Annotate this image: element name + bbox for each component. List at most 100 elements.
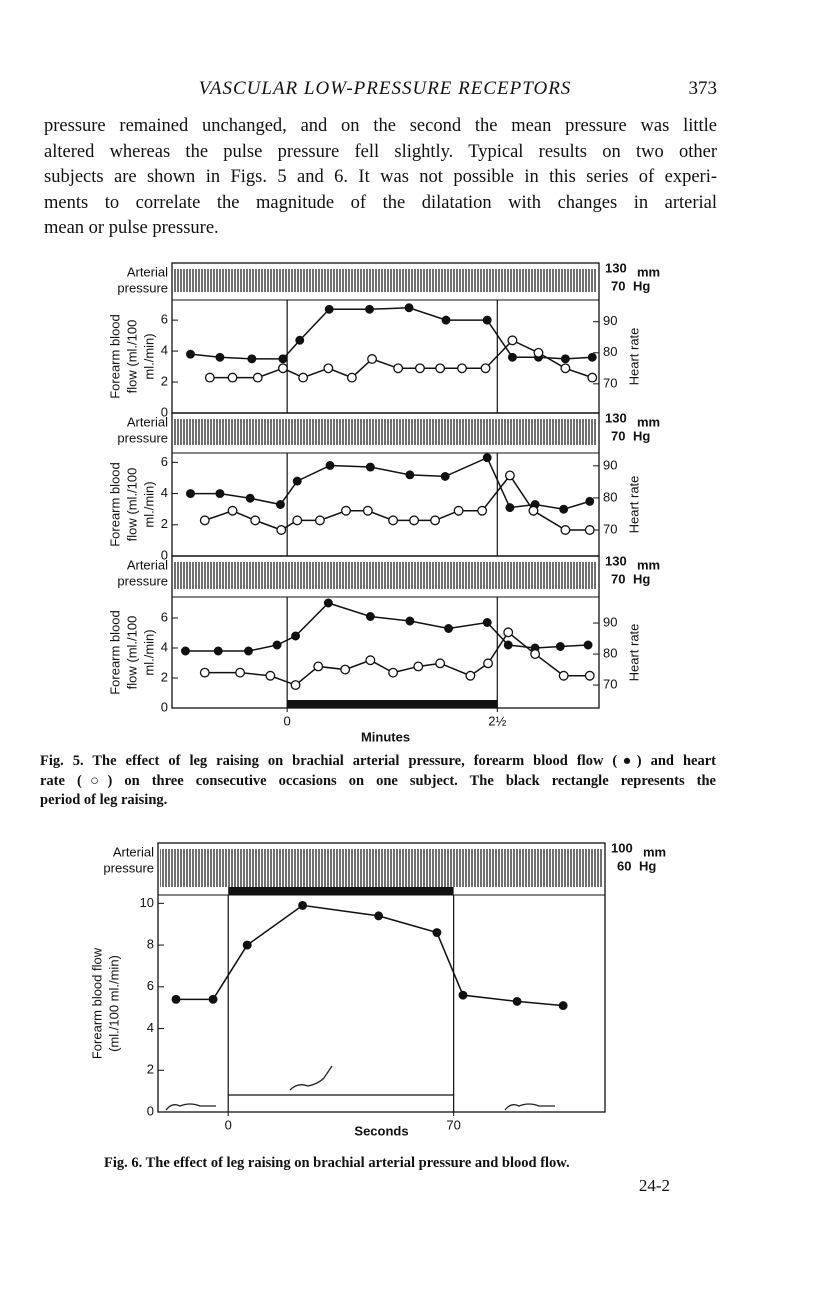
y-axis-label: Forearm blood xyxy=(107,314,122,399)
heart-rate-point xyxy=(313,661,324,672)
heart-rate-point xyxy=(323,363,334,374)
flow-point xyxy=(275,500,285,509)
heart-rate-point xyxy=(252,372,263,383)
y-tick-label: 2 xyxy=(161,669,168,684)
flow-point xyxy=(482,315,492,325)
heart-rate-point xyxy=(362,505,373,516)
y-tick-label: 6 xyxy=(161,609,168,624)
y-axis-label: Forearm blood flow xyxy=(89,947,104,1059)
pressure-unit: mm xyxy=(637,264,660,279)
heart-rate-point xyxy=(483,658,493,669)
flow-point xyxy=(503,640,513,650)
pressure-label: pressure xyxy=(117,573,168,588)
x-tick-label: 0 xyxy=(225,1117,232,1132)
period-bar xyxy=(287,700,498,708)
y2-tick-label: 70 xyxy=(603,521,617,536)
heart-rate-point xyxy=(477,505,488,516)
pressure-label: pressure xyxy=(103,860,154,875)
heart-rate-point xyxy=(341,505,351,516)
y2-tick-label: 80 xyxy=(603,645,617,660)
heart-rate-point xyxy=(584,670,595,681)
heart-rate-point xyxy=(430,515,441,526)
pressure-label: pressure xyxy=(117,430,168,445)
flow-point xyxy=(365,612,375,621)
y-tick-label: 4 xyxy=(161,639,168,654)
pressure-label: pressure xyxy=(117,280,168,295)
text-line: subjects are shown in Figs. 5 and 6. It … xyxy=(44,167,717,187)
figure-caption: Fig. 6. The effect of leg raising on bra… xyxy=(104,1154,664,1174)
y2-axis-label: Heart rate xyxy=(626,328,641,386)
flow-point xyxy=(325,461,335,470)
posture-icons xyxy=(165,1065,555,1111)
flow-point xyxy=(186,349,195,359)
heart-rate-point xyxy=(435,658,446,669)
heart-rate-point xyxy=(340,664,351,675)
heart-rate-point xyxy=(278,363,288,374)
heart-rate-point xyxy=(413,661,424,672)
y-tick-label: 6 xyxy=(147,978,154,993)
posture-icon xyxy=(504,1103,555,1111)
flow-point xyxy=(482,618,492,627)
pressure-unit: mm xyxy=(637,414,660,429)
caption-line: rate (○) on three consecutive occasions … xyxy=(40,772,716,789)
heart-rate-point xyxy=(503,627,514,638)
heart-rate-point xyxy=(388,515,399,526)
running-title: VASCULAR LOW-PRESSURE RECEPTORS xyxy=(198,78,572,99)
y2-tick-label: 80 xyxy=(603,489,617,504)
y-tick-label: 0 xyxy=(161,404,168,419)
heart-rate-point xyxy=(465,670,476,681)
y-tick-label: 4 xyxy=(161,343,168,358)
heart-rate-point xyxy=(533,347,544,358)
flow-point xyxy=(365,304,374,314)
heart-rate-point xyxy=(365,655,376,666)
flow-point xyxy=(404,303,414,313)
flow-point xyxy=(298,900,308,910)
y-tick-label: 2 xyxy=(161,373,168,388)
y-tick-label: 2 xyxy=(161,516,168,531)
y-tick-label: 8 xyxy=(147,937,154,952)
y-axis-label: (ml./100 ml./min) xyxy=(106,955,121,1052)
flow-point xyxy=(171,994,181,1004)
pressure-unit: mm xyxy=(637,557,660,572)
pressure-trace xyxy=(174,562,597,589)
paragraph: pressure remained unchanged, and on the … xyxy=(44,114,717,242)
flow-point xyxy=(208,994,218,1004)
flow-point xyxy=(585,496,595,506)
y-axis-label: flow (ml./100 xyxy=(124,320,139,394)
series-line xyxy=(176,904,564,1007)
flow-point xyxy=(292,476,302,486)
y-axis-label: ml./min) xyxy=(141,629,156,675)
caption-line: Fig. 5. The effect of leg raising on bra… xyxy=(40,753,716,769)
flow-point xyxy=(242,940,252,950)
y-tick-label: 4 xyxy=(161,485,168,500)
flow-point xyxy=(560,354,570,364)
pressure-trace xyxy=(160,849,603,887)
text-line: pressure remained unchanged, and on the … xyxy=(44,116,717,136)
pressure-label: Arterial xyxy=(127,557,168,572)
pressure-scale: 60 xyxy=(617,858,631,873)
y2-tick-label: 90 xyxy=(603,614,617,629)
heart-rate-point xyxy=(393,363,404,374)
heart-rate-point xyxy=(290,680,301,691)
flow-point xyxy=(558,1001,568,1011)
pressure-scale: 130 xyxy=(605,260,627,275)
pressure-unit: Hg xyxy=(633,571,650,586)
y-axis-label: flow (ml./100 xyxy=(124,468,139,542)
y2-tick-label: 80 xyxy=(603,344,617,359)
x-tick-label: 2½ xyxy=(488,713,506,728)
flow-point xyxy=(295,335,305,345)
y-tick-label: 2 xyxy=(147,1062,154,1077)
flow-point xyxy=(432,928,442,938)
flow-point xyxy=(482,453,492,463)
heart-rate-point xyxy=(314,515,325,526)
y-axis-label: flow (ml./100 xyxy=(124,616,139,690)
pressure-trace xyxy=(174,419,597,445)
flow-point xyxy=(180,646,190,656)
y2-tick-label: 90 xyxy=(603,457,617,472)
pressure-scale: 70 xyxy=(611,571,625,586)
pressure-scale: 130 xyxy=(605,410,627,425)
